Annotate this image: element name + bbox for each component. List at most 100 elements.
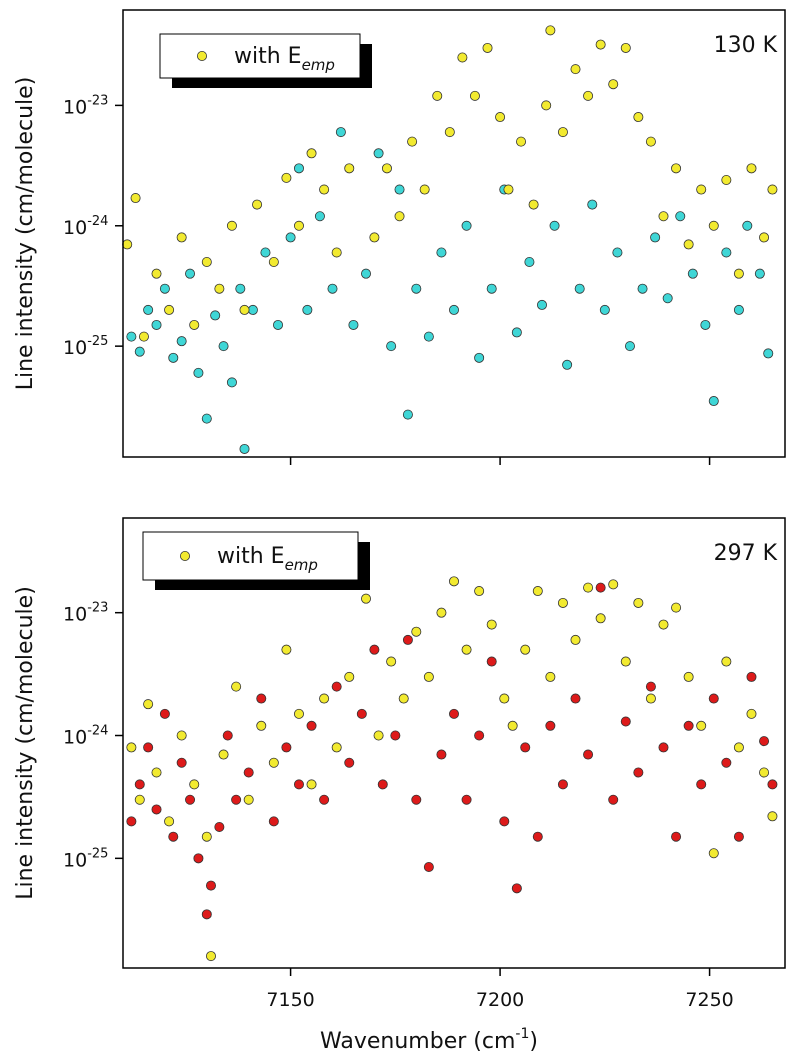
point xyxy=(411,626,422,637)
point xyxy=(759,232,770,243)
point xyxy=(235,283,246,294)
point xyxy=(394,184,405,195)
point xyxy=(126,742,137,753)
point xyxy=(256,720,267,731)
x-axis-label: Wavenumber (cm-1) xyxy=(320,1026,538,1054)
point xyxy=(285,232,296,243)
point xyxy=(570,64,581,75)
point xyxy=(683,671,694,682)
point xyxy=(486,283,497,294)
y-tick-label: 10-25 xyxy=(63,334,108,359)
point xyxy=(243,767,254,778)
point xyxy=(231,681,242,692)
point xyxy=(620,656,631,667)
point xyxy=(759,767,770,778)
point xyxy=(696,184,707,195)
point xyxy=(331,247,342,258)
point xyxy=(252,199,263,210)
point xyxy=(469,90,480,101)
y-tick-label: 10-24 xyxy=(63,724,108,749)
point xyxy=(637,283,648,294)
point xyxy=(432,90,443,101)
point xyxy=(763,348,774,359)
legend-label: with Eemp xyxy=(234,44,335,74)
point xyxy=(520,644,531,655)
y-tick-label: 10-24 xyxy=(63,214,108,239)
point xyxy=(557,127,568,138)
point xyxy=(327,283,338,294)
y-tick-exponent: -23 xyxy=(87,93,108,108)
point xyxy=(319,184,330,195)
point xyxy=(545,25,556,36)
point xyxy=(633,767,644,778)
point xyxy=(201,831,212,842)
point xyxy=(767,811,778,822)
point xyxy=(448,708,459,719)
point xyxy=(474,586,485,597)
point xyxy=(239,443,250,454)
point xyxy=(708,693,719,704)
x-tick-label: 7250 xyxy=(685,989,733,1011)
point xyxy=(562,359,573,370)
point xyxy=(423,331,434,342)
point xyxy=(746,708,757,719)
y-tick-base: 10 xyxy=(63,604,87,626)
point xyxy=(570,634,581,645)
point xyxy=(356,708,367,719)
point xyxy=(143,742,154,753)
point xyxy=(595,39,606,50)
legend-marker xyxy=(179,551,190,562)
point xyxy=(511,327,522,338)
point xyxy=(193,367,204,378)
point xyxy=(369,644,380,655)
point xyxy=(419,184,430,195)
point xyxy=(344,757,355,768)
point xyxy=(411,283,422,294)
point xyxy=(143,304,154,315)
point xyxy=(281,172,292,183)
point xyxy=(176,336,187,347)
point xyxy=(268,257,279,268)
point xyxy=(499,693,510,704)
point xyxy=(448,304,459,315)
point xyxy=(733,268,744,279)
point xyxy=(516,136,527,147)
annotation: 130 K xyxy=(714,33,778,58)
y-tick-label: 10-25 xyxy=(63,846,108,871)
point xyxy=(683,720,694,731)
point xyxy=(474,730,485,741)
point xyxy=(386,341,397,352)
point xyxy=(536,299,547,310)
point xyxy=(281,742,292,753)
point xyxy=(599,304,610,315)
point xyxy=(134,794,145,805)
annotation: 297 K xyxy=(714,541,778,566)
point xyxy=(164,304,175,315)
point xyxy=(671,602,682,613)
point xyxy=(306,148,317,159)
point xyxy=(260,247,271,258)
y-axis-label: Line intensity (cm/molecule) xyxy=(13,586,38,900)
point xyxy=(151,319,162,330)
point xyxy=(746,163,757,174)
legend-label: with Eemp xyxy=(217,544,318,574)
point xyxy=(742,220,753,231)
point xyxy=(457,52,468,63)
point xyxy=(210,310,221,321)
point xyxy=(268,816,279,827)
y-tick-exponent: -25 xyxy=(87,334,108,349)
y-tick-label: 10-23 xyxy=(63,93,108,118)
point xyxy=(130,193,141,204)
point xyxy=(218,749,229,760)
point xyxy=(520,742,531,753)
x-label-sup: -1 xyxy=(515,1026,529,1042)
point xyxy=(696,779,707,790)
point xyxy=(159,283,170,294)
point xyxy=(696,720,707,731)
point xyxy=(671,163,682,174)
point xyxy=(645,681,656,692)
x-label-text: Wavenumber (cm xyxy=(320,1029,515,1054)
point xyxy=(767,779,778,790)
point xyxy=(176,757,187,768)
